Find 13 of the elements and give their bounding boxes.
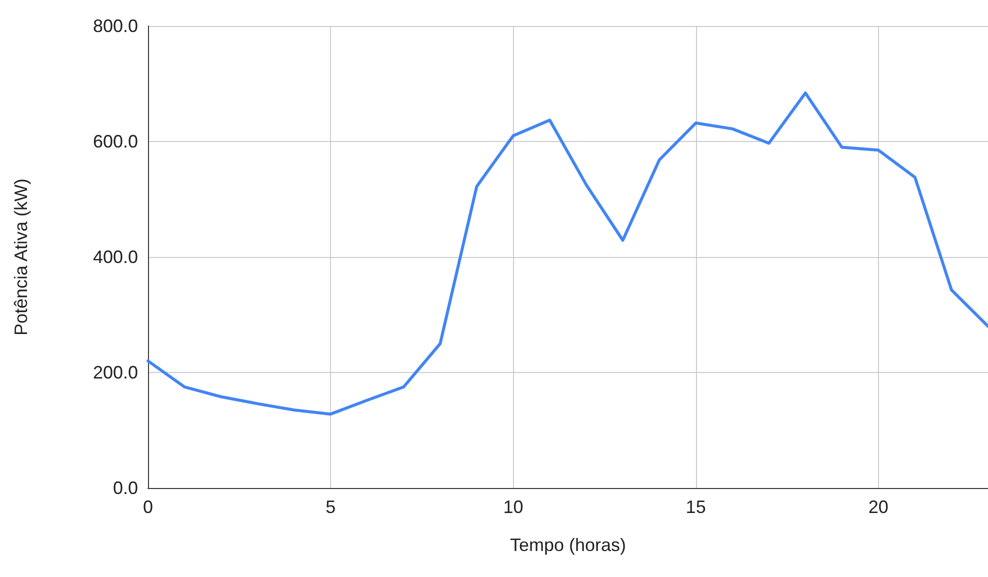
y-tick-label: 800.0 bbox=[92, 16, 138, 36]
line-series bbox=[146, 91, 988, 416]
y-tick-label: 200.0 bbox=[92, 362, 138, 382]
x-tick-label: 15 bbox=[686, 497, 706, 517]
x-axis-title: Tempo (horas) bbox=[510, 535, 626, 555]
x-tick-label: 20 bbox=[868, 497, 888, 517]
x-tick-label: 5 bbox=[326, 497, 336, 517]
y-tick-label: 0.0 bbox=[112, 478, 138, 498]
x-tick-label: 0 bbox=[142, 497, 154, 517]
y-tick-label: 600.0 bbox=[92, 132, 138, 152]
y-tick-label: 400.0 bbox=[92, 247, 138, 267]
x-tick-label: 10 bbox=[503, 497, 524, 517]
y-axis-title: Potência Ativa (kW) bbox=[11, 178, 31, 336]
